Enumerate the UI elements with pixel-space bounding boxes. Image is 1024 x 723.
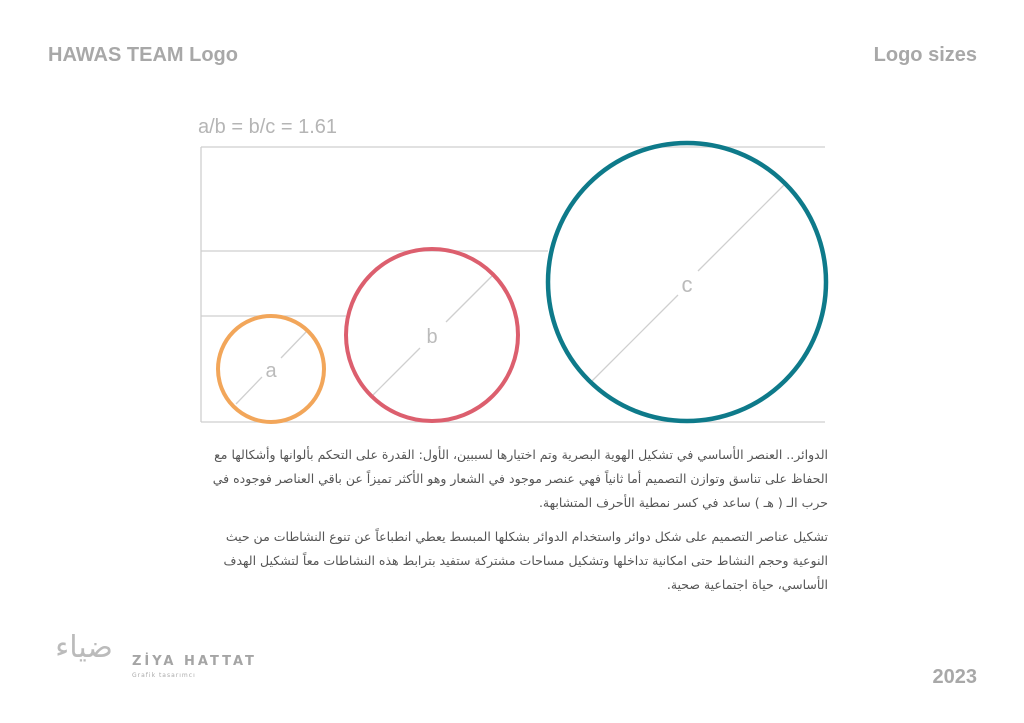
circle-a <box>216 314 326 424</box>
circle-c <box>545 140 829 424</box>
label-c: c <box>682 272 693 297</box>
body-paragraph-2: تشكيل عناصر التصميم على شكل دوائر واستخد… <box>223 529 829 592</box>
ziya-hattat-logo: ضياء ZİYA HATTAT Grafik tasarımcı <box>44 624 254 688</box>
circle-b <box>344 247 520 423</box>
diameter-c-lower <box>590 294 679 383</box>
document-title: HAWAS TEAM Logo <box>48 44 238 66</box>
label-b: b <box>426 326 437 348</box>
logo-name: ZİYA HATTAT <box>132 654 257 669</box>
label-a: a <box>265 360 277 382</box>
circle-size-diagram: a b c <box>200 140 829 424</box>
calligraphy-logo-mark: ضياء <box>55 630 113 665</box>
diameter-b-upper <box>445 275 493 323</box>
body-paragraph-1: الدوائر.. العنصر الأساسي في تشكيل الهوية… <box>212 447 828 510</box>
ratio-formula: a/b = b/c = 1.61 <box>198 116 337 138</box>
body-text: الدوائر.. العنصر الأساسي في تشكيل الهوية… <box>198 443 828 607</box>
logo-subtitle: Grafik tasarımcı <box>132 672 196 679</box>
diameter-b-lower <box>371 347 421 397</box>
year: 2023 <box>932 666 978 688</box>
diameter-c-upper <box>697 182 787 272</box>
section-title: Logo sizes <box>873 44 977 66</box>
diameter-a-lower <box>235 376 263 405</box>
diameter-a-upper <box>280 330 308 359</box>
